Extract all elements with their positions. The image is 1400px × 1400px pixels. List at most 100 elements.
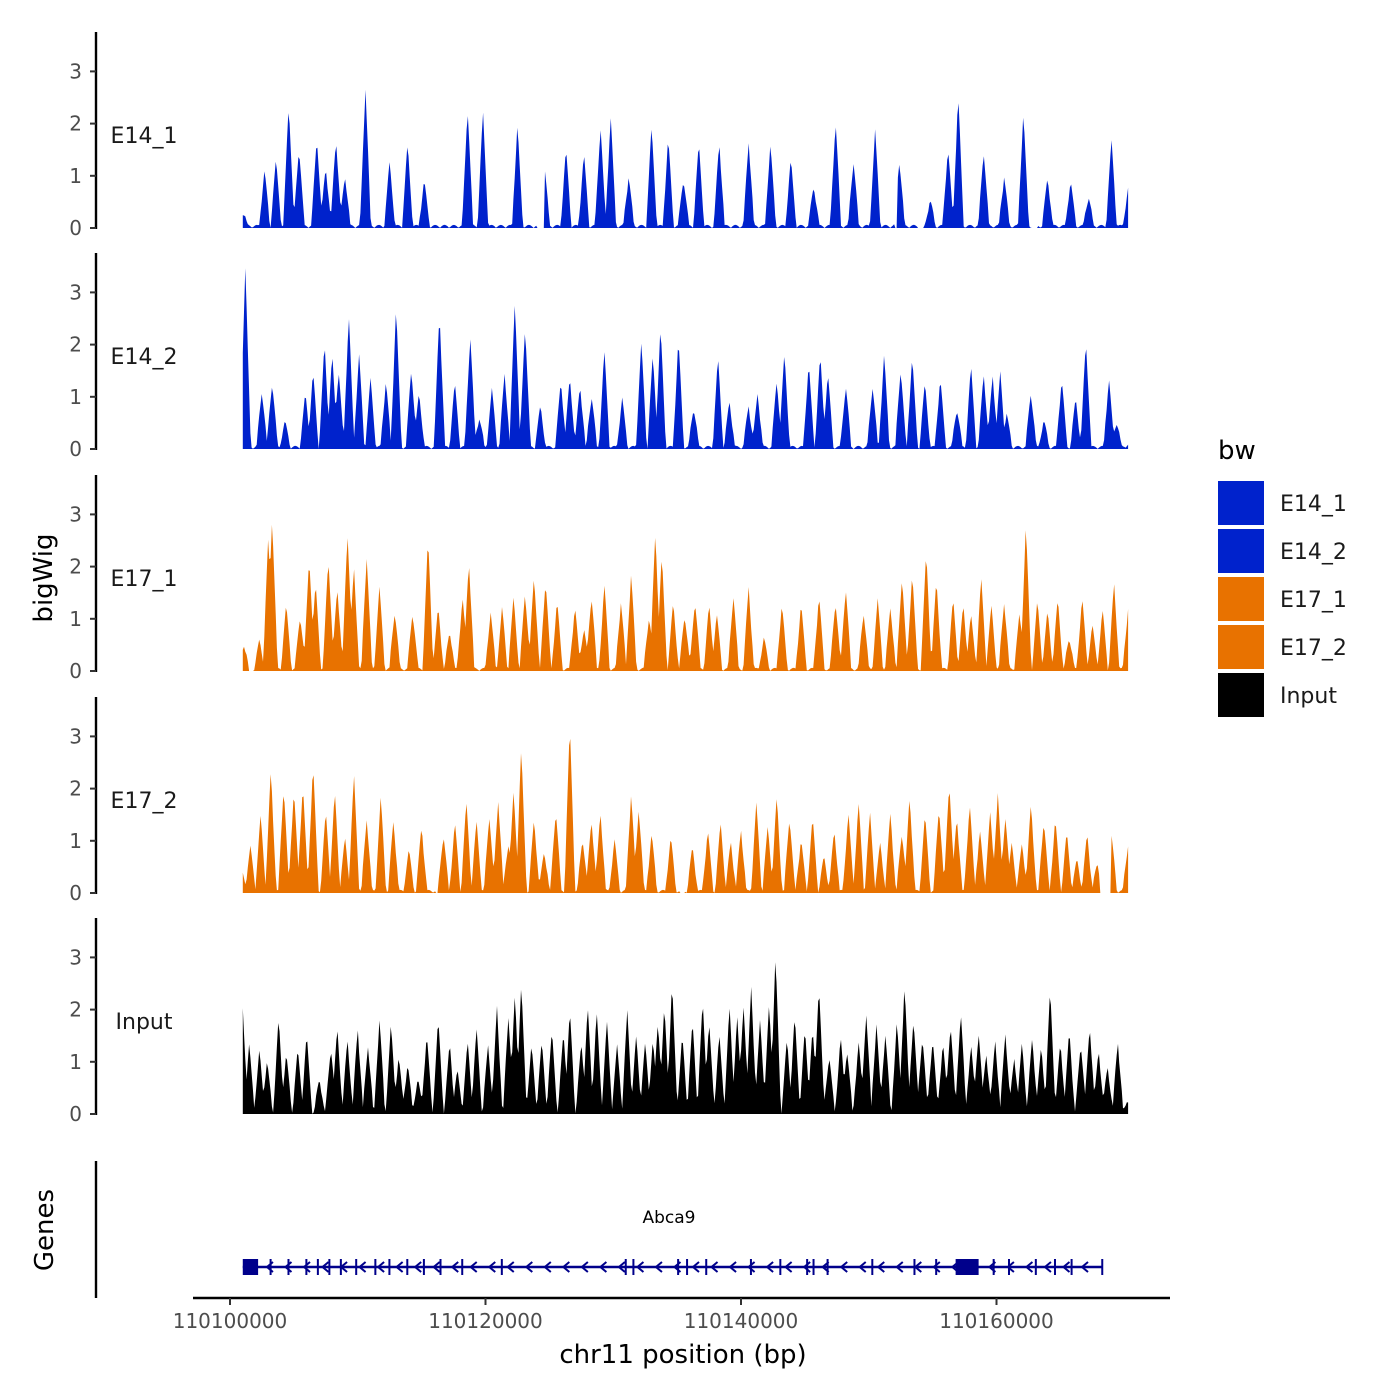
exon (1053, 1259, 1056, 1275)
coverage-area-e14-1 (242, 89, 1129, 228)
y-tick-label: 0 (69, 1102, 82, 1126)
y-tick-label: 0 (69, 659, 82, 683)
track-label: E17_1 (111, 567, 178, 592)
coverage-tracks: 0 1 2 3 E14_1 0 1 2 3 E14_2 0 1 2 3 E17_1 0 1 2 3 E17_2 0 1 2 3… (69, 32, 1129, 1126)
legend-swatch-e14-2 (1218, 529, 1264, 573)
strand-arrow (1024, 1261, 1034, 1273)
track-label: E17_2 (111, 789, 178, 814)
exon (992, 1259, 995, 1275)
strand-arrow (858, 1261, 867, 1273)
coverage-area-e14-2 (242, 268, 1129, 449)
y-tick-label: 3 (69, 280, 82, 304)
x-tick-label: 110100000 (173, 1309, 288, 1333)
track-e17-1: 0 1 2 3 E17_1 (69, 475, 1129, 683)
exon (328, 1259, 331, 1275)
exon (749, 1259, 752, 1275)
legend-label-e14-1: E14_1 (1280, 492, 1347, 517)
exon (812, 1259, 815, 1275)
strand-arrow (543, 1261, 552, 1273)
strand-arrow (487, 1261, 496, 1273)
exon (374, 1259, 377, 1275)
y-tick-label: 3 (69, 724, 82, 748)
strand-arrow (654, 1261, 663, 1273)
exon (1034, 1259, 1037, 1275)
y-tick-label: 1 (69, 164, 82, 188)
x-axis-title: chr11 position (bp) (559, 1340, 806, 1370)
strand-arrow (1043, 1261, 1052, 1273)
x-tick-label: 110120000 (428, 1309, 543, 1333)
y-tick-label: 2 (69, 555, 82, 579)
strand-arrow (876, 1261, 885, 1273)
exon (461, 1259, 464, 1275)
legend-swatch-e17-1 (1218, 577, 1264, 621)
y-axis-title: bigWig (29, 533, 59, 622)
strand-arrow (561, 1261, 570, 1273)
y-tick-label: 1 (69, 607, 82, 631)
y-tick-label: 3 (69, 59, 82, 83)
exon (871, 1259, 874, 1275)
strand-arrow (413, 1261, 422, 1273)
gene-abca9: Abca9 (242, 1208, 1104, 1275)
legend-label-input: Input (1280, 684, 1337, 709)
strand-arrow (524, 1261, 533, 1273)
gene-name: Abca9 (642, 1208, 695, 1228)
exon (705, 1259, 708, 1275)
gene-track-title: Genes (30, 1189, 60, 1271)
strand-arrow (358, 1261, 367, 1273)
y-tick-label: 3 (69, 945, 82, 969)
strand-arrow (1061, 1261, 1071, 1273)
exon (779, 1259, 782, 1275)
coverage-area-input (242, 962, 1129, 1114)
strand-arrow (376, 1261, 385, 1273)
strand-arrow (802, 1261, 811, 1273)
exon (632, 1259, 635, 1275)
exon (955, 1259, 979, 1275)
strand-arrow (1080, 1261, 1089, 1273)
strand-arrow (895, 1261, 904, 1273)
legend: bw E14_1 E14_2 E17_1 E17_2 Input (1218, 436, 1347, 717)
exon (806, 1259, 809, 1275)
x-tick-label: 110160000 (939, 1309, 1054, 1333)
legend-title: bw (1218, 436, 1256, 466)
strand-arrow (617, 1261, 626, 1273)
y-tick-label: 1 (69, 829, 82, 853)
strand-arrow (747, 1261, 756, 1273)
y-tick-label: 0 (69, 216, 82, 240)
exon (935, 1259, 938, 1275)
exon (355, 1259, 358, 1275)
exon (439, 1259, 442, 1275)
legend-label-e17-2: E17_2 (1280, 636, 1347, 661)
exon (339, 1259, 342, 1275)
legend-swatch-e14-1 (1218, 481, 1264, 525)
strand-arrow (506, 1261, 515, 1273)
track-input: 0 1 2 3 Input (69, 918, 1129, 1126)
coverage-area-e17-1 (242, 524, 1129, 671)
y-tick-label: 1 (69, 1050, 82, 1074)
track-e14-2: 0 1 2 3 E14_2 (69, 253, 1129, 461)
strand-arrow (395, 1261, 404, 1273)
strand-arrow (839, 1261, 848, 1273)
exon (913, 1259, 916, 1275)
y-tick-label: 2 (69, 333, 82, 357)
strand-arrow (432, 1261, 441, 1273)
legend-label-e14-2: E14_2 (1280, 540, 1347, 565)
exon (316, 1259, 319, 1275)
exon (826, 1259, 829, 1275)
y-tick-label: 2 (69, 112, 82, 136)
strand-arrow (691, 1261, 700, 1273)
y-tick-label: 2 (69, 777, 82, 801)
track-label: Input (116, 1010, 173, 1035)
exon (287, 1259, 290, 1275)
strand-arrow (1006, 1261, 1015, 1273)
exon (305, 1259, 308, 1275)
exon (422, 1259, 425, 1275)
exon (500, 1259, 503, 1275)
strand-arrow (598, 1261, 608, 1273)
y-tick-label: 1 (69, 385, 82, 409)
y-tick-label: 3 (69, 502, 82, 526)
exon (269, 1259, 272, 1275)
strand-arrow (932, 1261, 941, 1273)
x-axis: 110100000 110120000 110140000 110160000 (173, 1296, 1170, 1333)
track-e14-1: 0 1 2 3 E14_1 (69, 32, 1129, 240)
